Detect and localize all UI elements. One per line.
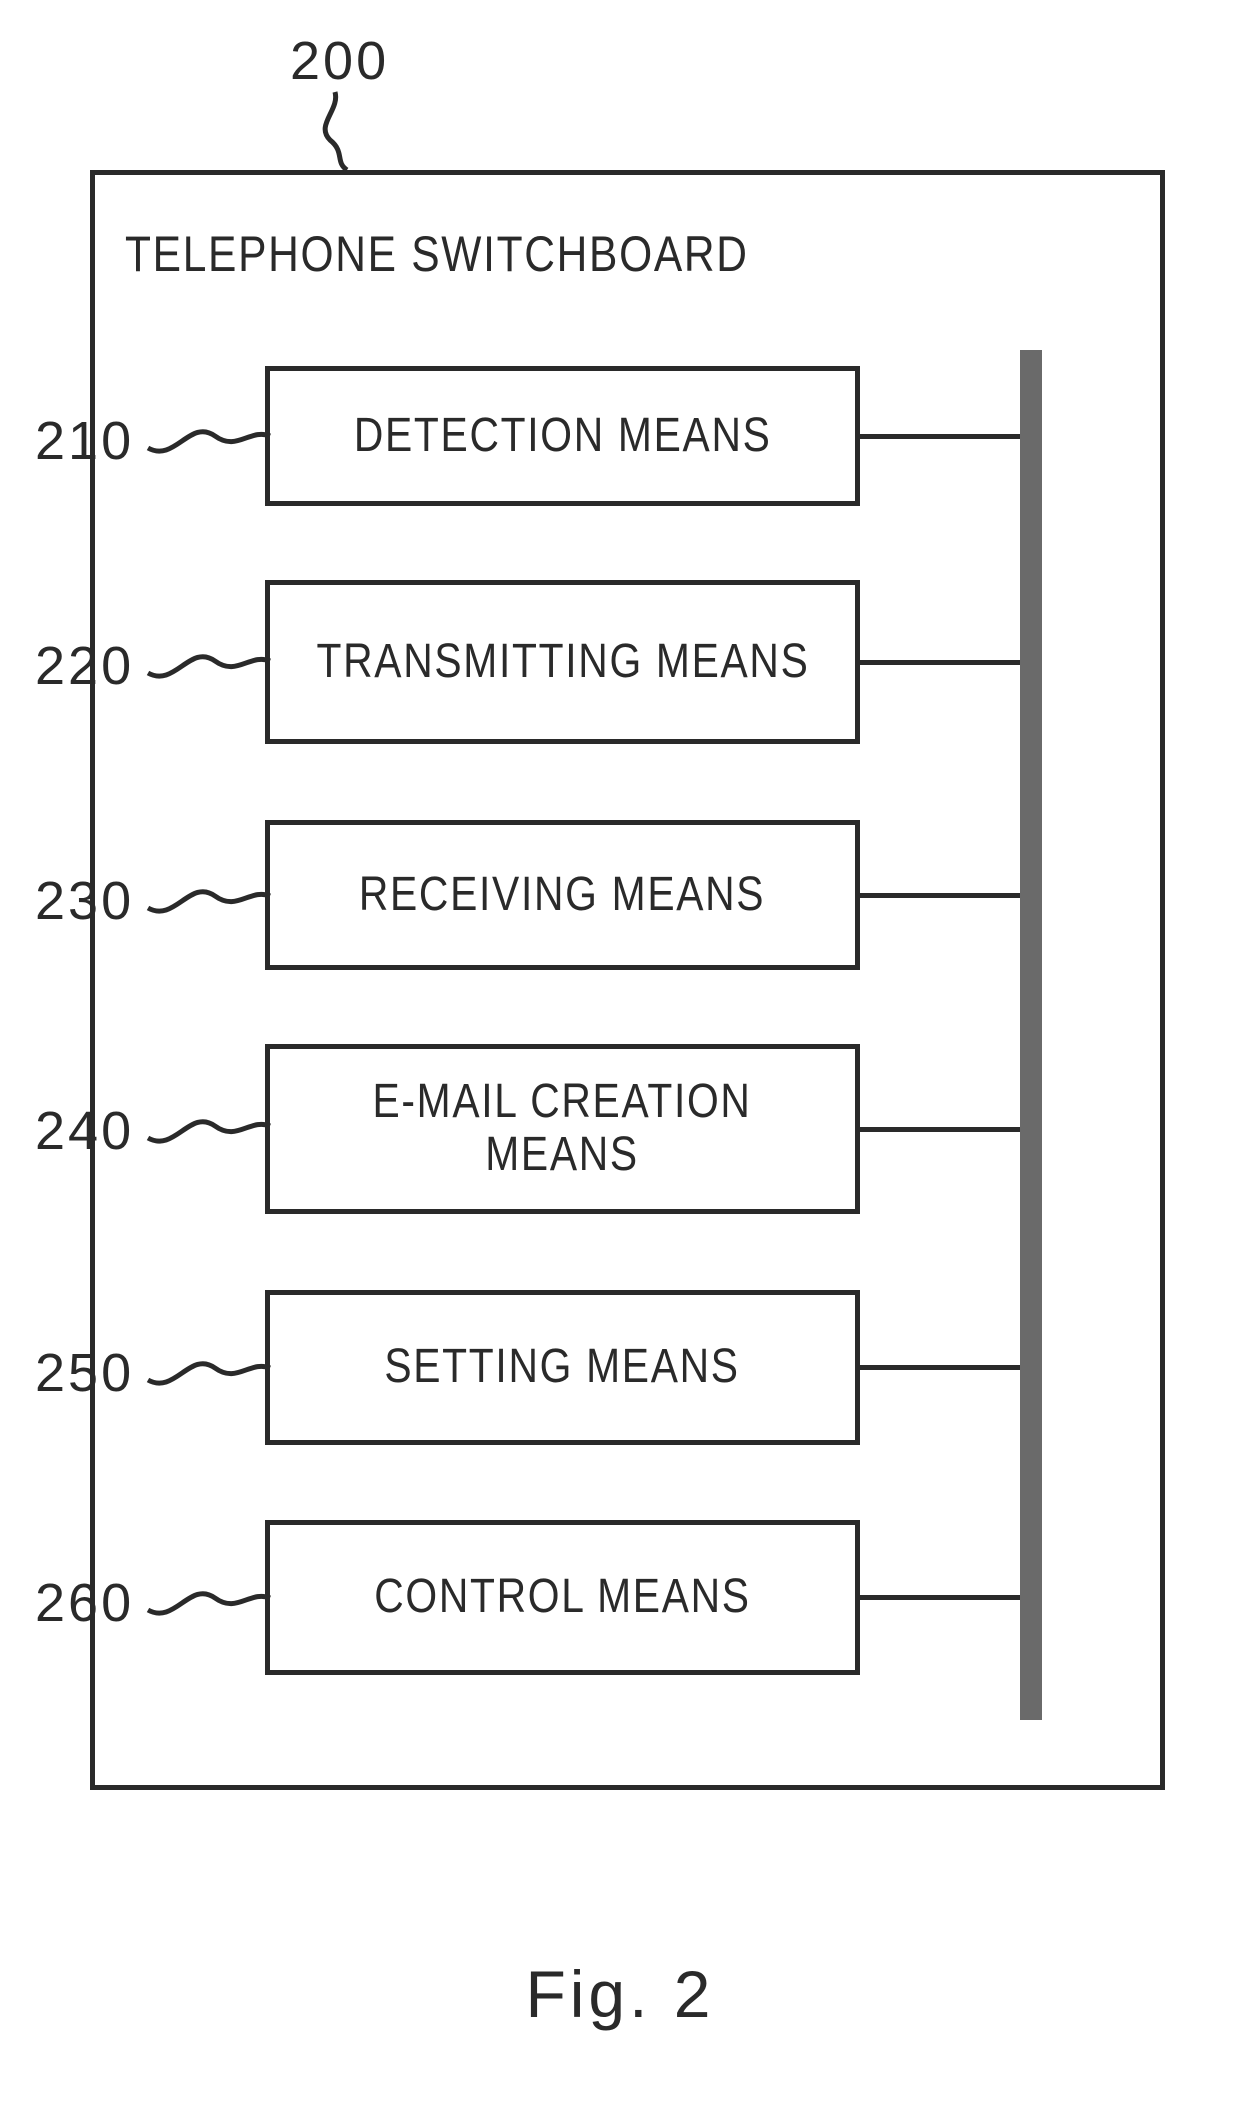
block-label: TRANSMITTING MEANS — [316, 636, 809, 689]
block-control-means: CONTROL MEANS — [265, 1520, 860, 1675]
block-transmitting-means: TRANSMITTING MEANS — [265, 580, 860, 744]
connector — [860, 893, 1020, 898]
leader-260 — [145, 1570, 275, 1630]
ref-240: 240 — [35, 1100, 134, 1162]
connector — [860, 1365, 1020, 1370]
leader-220 — [145, 633, 275, 693]
figure-caption: Fig. 2 — [0, 1956, 1240, 2032]
bus-bar — [1020, 350, 1042, 1720]
block-setting-means: SETTING MEANS — [265, 1290, 860, 1445]
block-email-creation-means: E-MAIL CREATION MEANS — [265, 1044, 860, 1214]
ref-250: 250 — [35, 1342, 134, 1404]
ref-200: 200 — [290, 30, 389, 92]
figure-canvas: 200 TELEPHONE SWITCHBOARD 210 DETECTION … — [0, 0, 1240, 2102]
block-label: E-MAIL CREATION MEANS — [373, 1076, 752, 1182]
block-label: RECEIVING MEANS — [359, 869, 765, 922]
block-receiving-means: RECEIVING MEANS — [265, 820, 860, 970]
connector — [860, 660, 1020, 665]
ref-220: 220 — [35, 635, 134, 697]
leader-230 — [145, 868, 275, 928]
ref-210: 210 — [35, 410, 134, 472]
connector — [860, 1127, 1020, 1132]
leader-200 — [305, 90, 395, 180]
connector — [860, 434, 1020, 439]
telephone-switchboard-label: TELEPHONE SWITCHBOARD — [125, 225, 749, 283]
block-label: SETTING MEANS — [385, 1341, 740, 1394]
ref-260: 260 — [35, 1572, 134, 1634]
leader-210 — [145, 408, 275, 468]
connector — [860, 1595, 1020, 1600]
leader-240 — [145, 1098, 275, 1158]
block-label: DETECTION MEANS — [354, 410, 772, 463]
block-detection-means: DETECTION MEANS — [265, 366, 860, 506]
leader-250 — [145, 1340, 275, 1400]
block-label: CONTROL MEANS — [374, 1571, 750, 1624]
ref-230: 230 — [35, 870, 134, 932]
